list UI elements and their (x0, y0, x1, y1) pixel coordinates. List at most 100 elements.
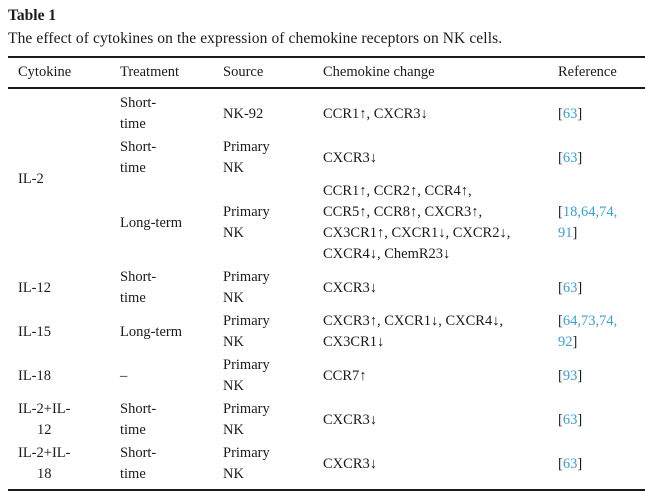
cell-chemokine-change: CCR1↑, CCR2↑, CCR4↑, CCR5↑, CCR8↑, CXCR3↑… (323, 180, 558, 266)
cell-treatment: – (120, 354, 223, 398)
cell-line: Long-term (120, 214, 183, 231)
cell-cytokine: IL-2 (8, 88, 120, 266)
column-header-source: Source (223, 57, 323, 89)
cytokine-label: IL-18 (18, 366, 51, 387)
cell-line: CXCR3↓ (323, 411, 377, 428)
table-row: Short-time Primary NK CXCR3↓ [63] (8, 136, 645, 180)
citation-bracket: [ (558, 279, 563, 296)
cell-line: Short- (120, 95, 157, 111)
citation-link[interactable]: 63 (562, 105, 578, 122)
citation-link[interactable]: 74, (599, 313, 618, 329)
cell-treatment: Long-term (120, 310, 223, 354)
cell-treatment: Long-term (120, 180, 223, 266)
citation-bracket: [ (558, 455, 563, 472)
cell-cytokine: IL-15 (8, 310, 120, 354)
citation-link[interactable]: 64, (580, 204, 600, 220)
citation-link[interactable]: 63 (562, 455, 578, 472)
citation-link[interactable]: 74, (599, 204, 618, 220)
cell-chemokine-change: CXCR3↓ (323, 442, 558, 490)
cytokine-label: IL-2+IL- 12 (18, 399, 70, 441)
cell-reference: [64,73,74, 92] (558, 310, 645, 354)
cell-line: Primary (223, 401, 270, 417)
cell-reference: [18,64,74, 91] (558, 180, 645, 266)
cell-cytokine: IL-12 (8, 266, 120, 310)
cell-line: time (120, 116, 146, 132)
cell-line: CX3CR1↓ (323, 334, 385, 350)
cell-line: Primary (223, 313, 270, 329)
cell-line: NK (223, 290, 244, 306)
column-header-reference: Reference (558, 57, 645, 89)
citation-group: [63] (558, 278, 624, 299)
cell-line: Short- (120, 401, 157, 417)
cell-line: 18 (36, 466, 52, 482)
cell-reference: [63] (558, 442, 645, 490)
cell-cytokine: IL-2+IL- 12 (8, 398, 120, 442)
citation-bracket: ] (572, 225, 578, 241)
citation-group: [63] (558, 148, 624, 169)
cell-line: Short- (120, 269, 157, 285)
citation-bracket: ] (577, 279, 583, 296)
cell-cytokine: IL-18 (8, 354, 120, 398)
citation-link[interactable]: 93 (562, 367, 578, 384)
citation-group: [63] (558, 454, 624, 475)
citation-bracket: [ (558, 411, 563, 428)
cell-line: time (120, 466, 146, 482)
table-row: IL-2+IL- 12 Short-time Primary NK CXCR3↓ [63] (8, 398, 645, 442)
cell-line: CXCR3↓ (323, 149, 377, 166)
cell-treatment: Short-time (120, 136, 223, 180)
cytokine-table: Cytokine Treatment Source Chemokine chan… (8, 56, 645, 491)
cell-line: IL-2 (18, 170, 44, 187)
cell-line: Primary (223, 269, 270, 285)
cell-cytokine: IL-2+IL- 18 (8, 442, 120, 490)
citation-link[interactable]: 63 (562, 411, 578, 428)
cell-source: Primary NK (223, 442, 323, 490)
citation-link[interactable]: 91 (558, 225, 573, 241)
cell-line: Primary (223, 445, 270, 461)
cell-line: IL-12 (18, 279, 52, 296)
cell-reference: [63] (558, 88, 645, 136)
citation-bracket: ] (577, 411, 583, 428)
column-header-treatment: Treatment (120, 57, 223, 89)
citation-link[interactable]: 63 (562, 279, 578, 296)
citation-link[interactable]: 64, (562, 313, 581, 329)
cell-reference: [63] (558, 398, 645, 442)
cell-line: NK (223, 225, 244, 241)
cell-treatment: Short-time (120, 398, 223, 442)
citation-bracket: [ (558, 149, 563, 166)
cell-treatment: Short-time (120, 266, 223, 310)
cell-line: time (120, 290, 146, 306)
citation-link[interactable]: 73, (580, 313, 600, 329)
cell-line: CXCR4↓, ChemR23↓ (323, 246, 451, 262)
citation-group: [64,73,74, 92] (558, 311, 624, 353)
cell-line: Primary (223, 139, 270, 155)
table-header: Cytokine Treatment Source Chemokine chan… (8, 57, 645, 89)
header-row: Cytokine Treatment Source Chemokine chan… (8, 57, 645, 89)
table-row: IL-2 Short-time NK-92 CCR1↑, CXCR3↓ [63] (8, 88, 645, 187)
citation-bracket: ] (577, 149, 583, 166)
cell-line: CCR7↑ (323, 367, 367, 384)
cell-source: NK-92 (223, 88, 323, 136)
cell-line: Primary (223, 204, 270, 220)
citation-bracket: ] (577, 455, 583, 472)
cell-line: Primary (223, 357, 270, 373)
cell-source: Primary NK (223, 310, 323, 354)
table-row: IL-2+IL- 18 Short-time Primary NK CXCR3↓ [63] (8, 442, 645, 490)
cell-line: CXCR3↓ (323, 279, 377, 296)
cell-line: CCR1↑, CCR2↑, CCR4↑, (323, 183, 472, 199)
cell-line: CCR1↑, CXCR3↓ (323, 105, 428, 122)
citation-link[interactable]: 63 (562, 149, 578, 166)
table-body: IL-2 Short-time NK-92 CCR1↑, CXCR3↓ [63] Shor… (8, 88, 645, 490)
cell-chemokine-change: CXCR3↓ (323, 398, 558, 442)
column-header-chemokine-change: Chemokine change (323, 57, 558, 89)
cell-chemokine-change: CXCR3↓ (323, 136, 558, 180)
citation-bracket: [ (558, 367, 563, 384)
citation-link[interactable]: 92 (558, 334, 573, 350)
cell-chemokine-change: CCR1↑, CXCR3↓ (323, 88, 558, 136)
citation-link[interactable]: 18, (562, 204, 581, 220)
cell-source: Primary NK (223, 266, 323, 310)
citation-group: [18,64,74, 91] (558, 202, 624, 244)
cell-chemokine-change: CXCR3↑, CXCR1↓, CXCR4↓, CX3CR1↓ (323, 310, 558, 354)
cell-source: Primary NK (223, 398, 323, 442)
cell-source: Primary NK (223, 180, 323, 266)
